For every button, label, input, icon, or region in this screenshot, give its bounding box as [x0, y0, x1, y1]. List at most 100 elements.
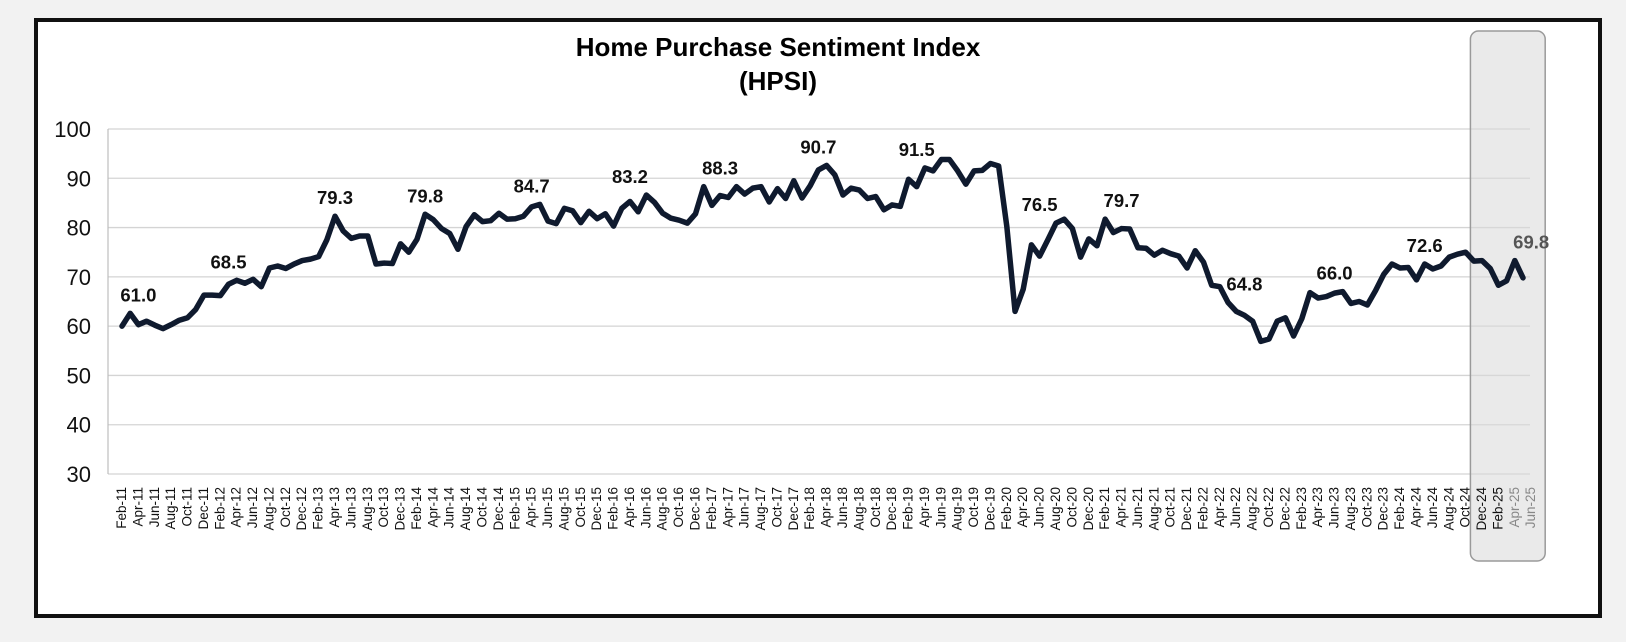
x-tick-label: Feb-17 — [704, 487, 719, 530]
x-tick-label: Jun-11 — [147, 487, 162, 527]
x-tick-label: Dec-22 — [1277, 487, 1292, 531]
x-tick-label: Apr-21 — [1114, 487, 1129, 528]
value-annotation: 90.7 — [800, 136, 836, 157]
x-tick-label: Feb-13 — [311, 487, 326, 530]
x-tick-label: Dec-17 — [786, 487, 801, 531]
x-tick-label: Dec-24 — [1474, 487, 1489, 531]
x-tick-label: Feb-12 — [212, 487, 227, 530]
x-tick-label: Feb-22 — [1195, 487, 1210, 530]
x-tick-label: Feb-20 — [999, 487, 1014, 530]
value-annotation: 79.7 — [1104, 190, 1140, 211]
x-tick-label: Jun-16 — [638, 487, 653, 528]
x-tick-label: Aug-18 — [851, 487, 866, 531]
x-tick-label: Jun-18 — [835, 487, 850, 528]
x-tick-label: Oct-11 — [180, 487, 195, 527]
x-tick-label: Apr-12 — [229, 487, 244, 528]
x-tick-label: Dec-14 — [491, 487, 506, 531]
x-tick-label: Feb-23 — [1294, 487, 1309, 530]
x-tick-label: Feb-25 — [1490, 487, 1505, 530]
x-tick-label: Dec-18 — [884, 487, 899, 531]
x-tick-label: Jun-13 — [343, 487, 358, 528]
x-tick-label: Apr-15 — [524, 487, 539, 528]
x-tick-label: Aug-19 — [950, 487, 965, 531]
x-tick-label: Feb-18 — [802, 487, 817, 530]
x-tick-label: Apr-11 — [130, 487, 145, 527]
value-annotation: 66.0 — [1317, 263, 1353, 284]
x-tick-label: Feb-16 — [606, 487, 621, 530]
x-tick-label: Jun-23 — [1327, 487, 1342, 528]
value-annotation: 79.8 — [407, 185, 443, 206]
recent-period-highlight[interactable] — [1469, 30, 1546, 562]
value-annotation: 68.5 — [211, 251, 247, 272]
value-annotation: 79.3 — [317, 187, 353, 208]
x-tick-label: Dec-11 — [196, 487, 211, 530]
x-tick-label: Apr-14 — [425, 487, 440, 528]
x-tick-label: Apr-19 — [917, 487, 932, 528]
x-tick-label: Feb-21 — [1097, 487, 1112, 530]
x-tick-label: Dec-15 — [589, 487, 604, 531]
value-annotation: 72.6 — [1407, 235, 1443, 256]
chart-title: Home Purchase Sentiment Index — [576, 32, 981, 62]
x-tick-label: Oct-20 — [1064, 487, 1079, 528]
chart-subtitle: (HPSI) — [739, 66, 817, 96]
x-tick-label: Dec-20 — [1081, 487, 1096, 531]
x-tick-label: Oct-18 — [868, 487, 883, 528]
value-annotation: 64.8 — [1226, 273, 1262, 294]
x-tick-label: Aug-24 — [1441, 487, 1456, 531]
x-tick-label: Aug-22 — [1245, 487, 1260, 531]
x-tick-label: Jun-21 — [1130, 487, 1145, 528]
x-tick-label: Aug-12 — [261, 487, 276, 531]
x-tick-label: Jun-19 — [933, 487, 948, 528]
x-tick-label: Jun-22 — [1228, 487, 1243, 528]
x-tick-label: Feb-11 — [114, 487, 129, 529]
x-tick-label: Oct-24 — [1458, 487, 1473, 528]
y-tick-label: 100 — [54, 117, 91, 142]
y-tick-label: 40 — [67, 413, 91, 438]
value-annotation: 69.8 — [1513, 232, 1549, 253]
x-tick-label: Aug-15 — [556, 487, 571, 531]
x-tick-label: Feb-15 — [507, 487, 522, 530]
x-tick-label: Apr-18 — [819, 487, 834, 528]
x-tick-label: Aug-21 — [1146, 487, 1161, 531]
x-tick-label: Jun-17 — [737, 487, 752, 528]
x-tick-label: Aug-23 — [1343, 487, 1358, 531]
value-annotation: 91.5 — [899, 139, 935, 160]
x-tick-label: Dec-19 — [982, 487, 997, 531]
value-annotation: 83.2 — [612, 166, 648, 187]
y-tick-label: 70 — [67, 265, 91, 290]
x-axis: Feb-11 Apr-11 Jun-11 Aug-11 Oct-11 Dec-11 Feb-… — [114, 487, 1538, 531]
value-annotation: 84.7 — [514, 175, 550, 196]
y-tick-label: 30 — [67, 462, 91, 487]
x-tick-label: Oct-16 — [671, 487, 686, 528]
x-tick-label: Jun-15 — [540, 487, 555, 528]
y-tick-label: 60 — [67, 314, 91, 339]
x-tick-label: Oct-12 — [278, 487, 293, 528]
x-tick-label: Jun-20 — [1032, 487, 1047, 528]
y-tick-label: 80 — [67, 216, 91, 241]
chart-frame — [34, 18, 1602, 618]
x-tick-label: Dec-21 — [1179, 487, 1194, 531]
hpsi-series-line — [119, 156, 1526, 345]
x-tick-label: Feb-14 — [409, 487, 424, 530]
x-tick-label: Aug-14 — [458, 487, 473, 531]
x-tick-label: Dec-16 — [688, 487, 703, 531]
y-axis: 30 40 50 60 70 80 90 100 — [54, 117, 91, 487]
x-tick-label: Jun-14 — [442, 487, 457, 529]
x-tick-label: Feb-19 — [901, 487, 916, 530]
x-tick-label: Dec-13 — [393, 487, 408, 531]
x-tick-label: Apr-22 — [1212, 487, 1227, 528]
x-tick-label: Oct-14 — [474, 487, 489, 528]
x-tick-label: Jun-25 — [1523, 487, 1538, 528]
x-tick-label: Apr-20 — [1015, 487, 1030, 528]
x-tick-label: Oct-15 — [573, 487, 588, 528]
x-tick-label: Aug-16 — [655, 487, 670, 531]
x-tick-label: Oct-22 — [1261, 487, 1276, 528]
x-tick-label: Oct-23 — [1359, 487, 1374, 528]
x-tick-label: Aug-13 — [360, 487, 375, 531]
x-tick-label: Aug-20 — [1048, 487, 1063, 531]
x-tick-label: Oct-13 — [376, 487, 391, 528]
value-annotation: 61.0 — [120, 284, 156, 305]
x-tick-label: Feb-24 — [1392, 487, 1407, 530]
x-tick-label: Oct-19 — [966, 487, 981, 528]
